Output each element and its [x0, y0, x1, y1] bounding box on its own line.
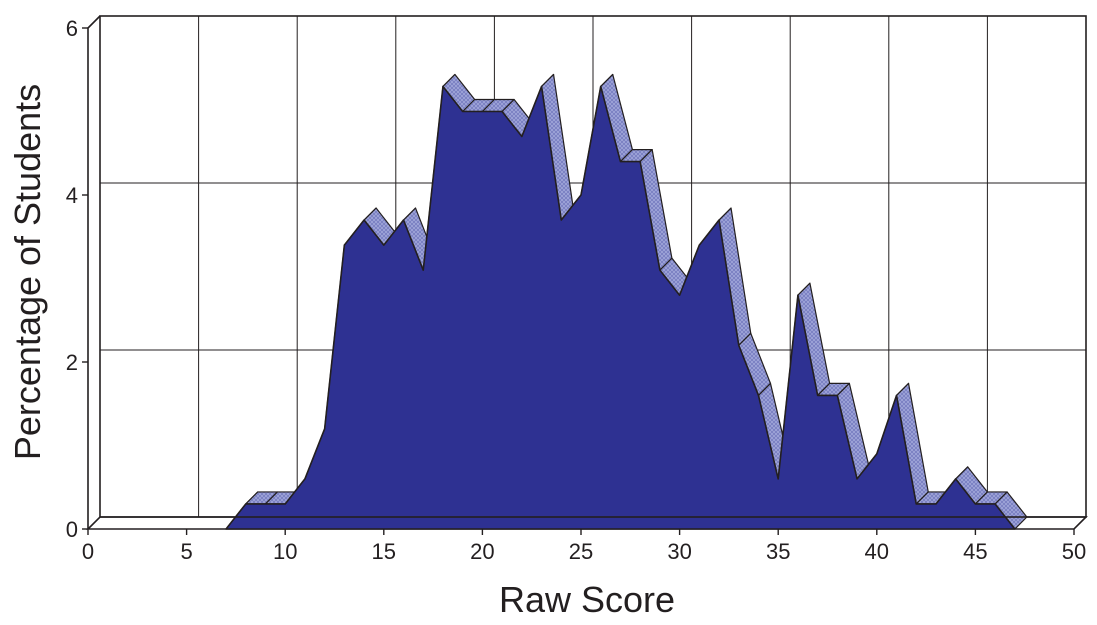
back-wall-border — [99, 15, 1087, 518]
data-area — [225, 73, 1028, 530]
x-tick-label: 20 — [470, 539, 494, 564]
x-tick-label: 0 — [82, 539, 94, 564]
y-axis-title: Percentage of Students — [7, 84, 48, 460]
x-tick-label: 15 — [372, 539, 396, 564]
x-tick-label: 25 — [569, 539, 593, 564]
y-tick-label: 4 — [66, 183, 78, 208]
x-axis-title: Raw Score — [499, 579, 675, 620]
y-tick-label: 6 — [66, 16, 78, 41]
y-tick-label: 2 — [66, 350, 78, 375]
x-tick-label: 5 — [180, 539, 192, 564]
x-tick-label: 30 — [667, 539, 691, 564]
x-axis-ticks: 0 5 10 15 20 25 30 35 40 45 50 — [82, 529, 1086, 564]
y-tick-label: 0 — [66, 517, 78, 542]
x-tick-label: 35 — [766, 539, 790, 564]
x-tick-label: 10 — [273, 539, 297, 564]
x-tick-label: 45 — [963, 539, 987, 564]
left-wall-edge — [87, 15, 101, 529]
area-fill — [225, 85, 1016, 530]
x-tick-label: 50 — [1062, 539, 1086, 564]
y-axis-ticks: 0 2 4 6 — [66, 16, 88, 542]
x-tick-label: 40 — [865, 539, 889, 564]
